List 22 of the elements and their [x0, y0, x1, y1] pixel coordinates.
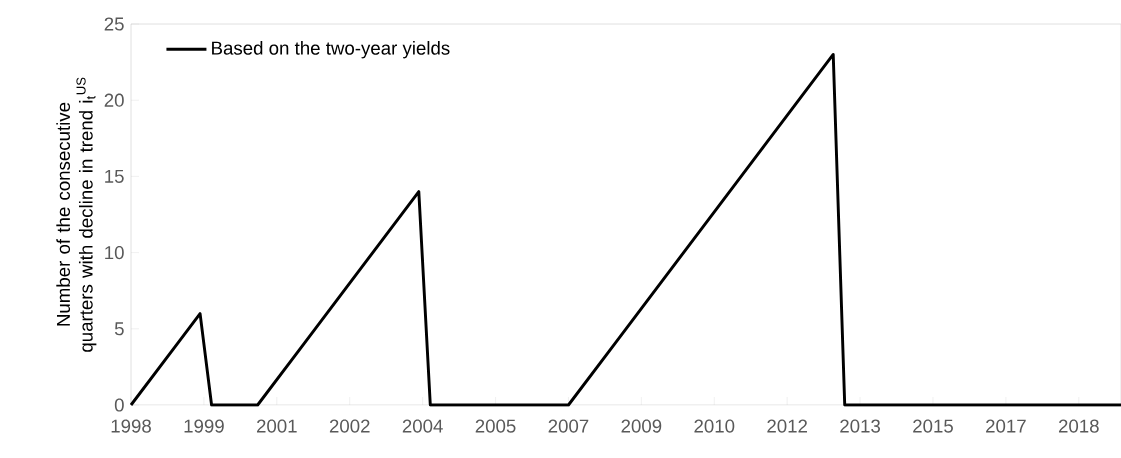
x-tick-label: 2001	[257, 419, 297, 433]
y-tick-label: 0	[114, 398, 124, 412]
x-tick-label: 1998	[111, 419, 151, 433]
x-tick-label: 1999	[184, 419, 224, 433]
y-tick-label: 10	[105, 245, 124, 260]
y-tick-label: 25	[104, 17, 124, 31]
x-tick-label: 2012	[767, 419, 807, 433]
x-tick-label: 2010	[694, 419, 735, 433]
x-tick-label: 2005	[475, 419, 516, 433]
y-axis-title: Number of the consecutive quarters with decline in trend i$_{t}$US	[56, 77, 97, 352]
x-tick-label: 2004	[402, 419, 443, 433]
legend-label: Based on the two-year yields	[212, 41, 450, 59]
x-tick-label: 2007	[548, 419, 589, 433]
y-tick-label: 20	[104, 93, 124, 107]
x-tick-label: 2017	[986, 419, 1026, 433]
y-tick-label: 5	[114, 322, 124, 336]
x-tick-label: 2018	[1058, 419, 1099, 433]
x-tick-label: 2013	[840, 419, 881, 433]
x-tick-label: 2015	[913, 419, 953, 433]
x-tick-label: 2009	[621, 419, 662, 433]
x-tick-label: 2002	[329, 419, 370, 433]
y-tick-label: 15	[105, 169, 124, 183]
